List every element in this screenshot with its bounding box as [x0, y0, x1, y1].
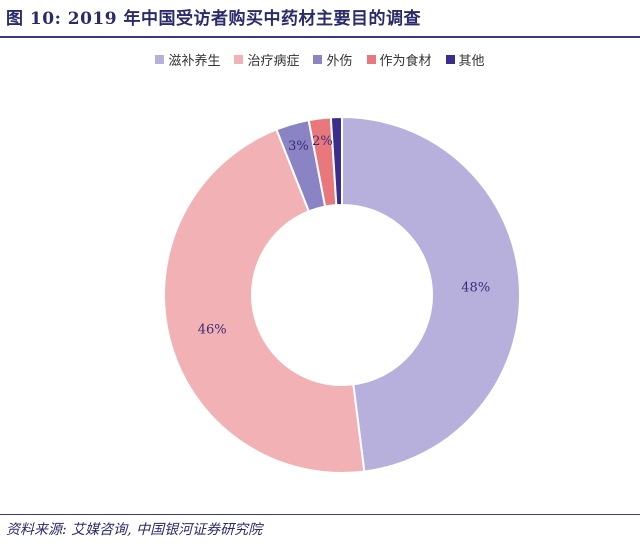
donut-chart: 48% 46% 3% 2% — [163, 115, 521, 474]
chart-legend: 滋补养生 治疗病症 外伤 作为食材 其他 — [0, 50, 640, 69]
legend-label: 外伤 — [326, 54, 353, 69]
source-divider — [0, 514, 640, 515]
data-label: 46% — [198, 322, 227, 337]
chart-title: 图 10: 2019 年中国受访者购买中药材主要目的调查 — [6, 9, 422, 29]
legend-swatch — [234, 55, 244, 64]
legend-label: 其他 — [458, 54, 485, 69]
legend-swatch — [313, 55, 323, 64]
donut-slice — [329, 115, 343, 207]
donut-slices — [163, 115, 521, 474]
title-divider — [0, 36, 640, 38]
legend-item: 其他 — [445, 50, 485, 69]
legend-swatch — [366, 55, 376, 64]
legend-label: 治疗病症 — [247, 54, 300, 69]
legend-swatch — [155, 55, 165, 64]
legend-item: 作为食材 — [366, 50, 432, 69]
source-note: 资料来源: 艾媒咨询, 中国银河证券研究院 — [6, 522, 263, 538]
legend-item: 滋补养生 — [155, 50, 220, 69]
legend-item: 外伤 — [313, 50, 353, 69]
legend-swatch — [445, 55, 455, 64]
donut-labels: 48% 46% 3% 2% — [198, 134, 490, 337]
data-label: 48% — [461, 281, 490, 296]
data-label: 3% — [288, 139, 309, 154]
legend-label: 作为食材 — [379, 54, 432, 69]
data-label: 2% — [312, 134, 333, 149]
legend-label: 滋补养生 — [168, 54, 221, 69]
legend-item: 治疗病症 — [234, 50, 299, 69]
donut-slice — [341, 115, 521, 473]
donut-slice — [163, 128, 366, 474]
